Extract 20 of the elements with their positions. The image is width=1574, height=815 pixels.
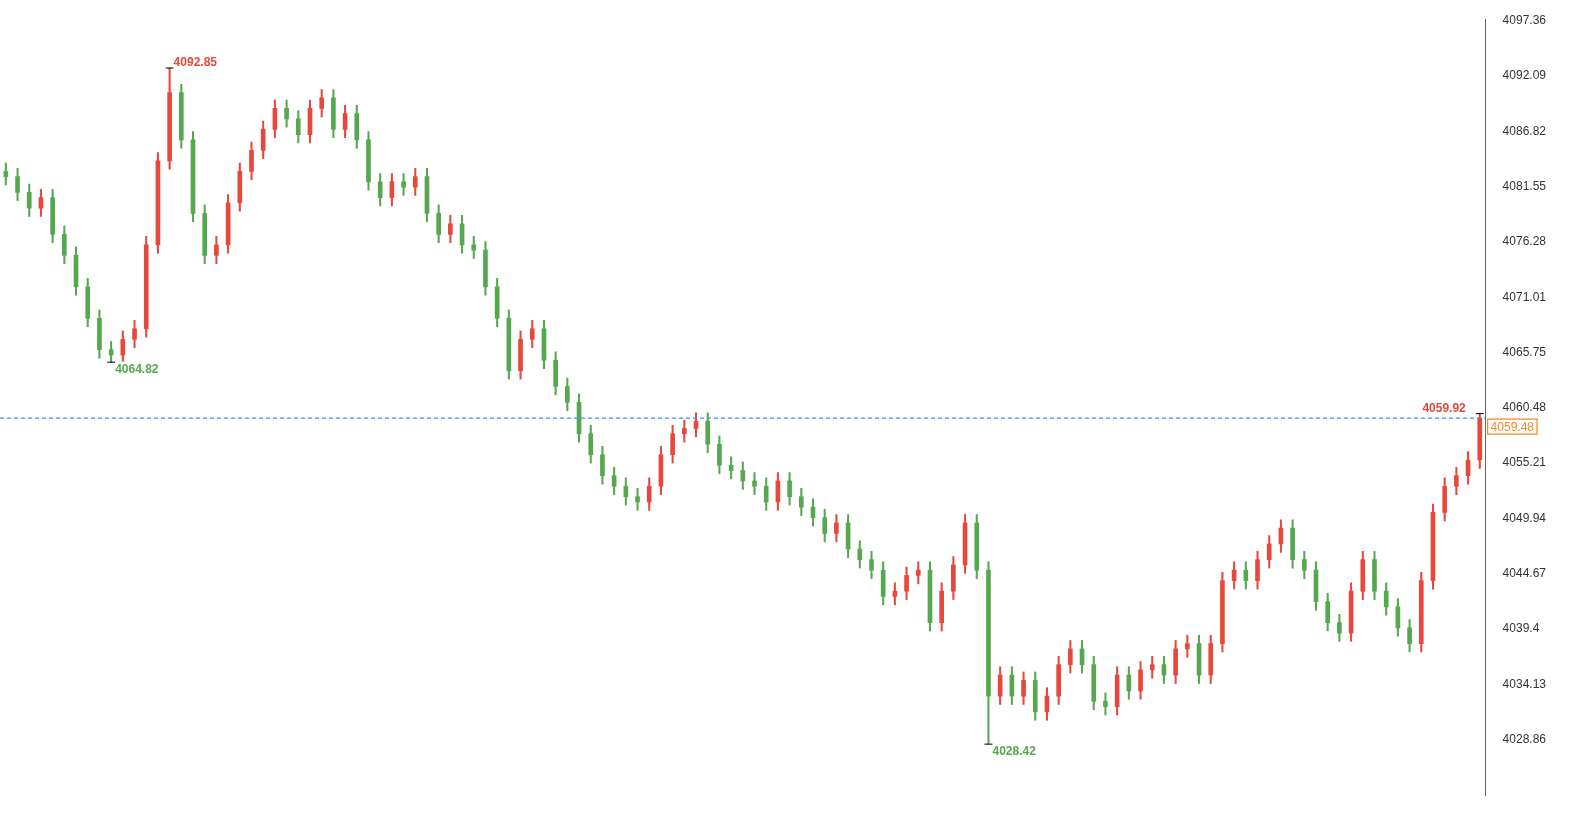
candlestick (752, 472, 757, 495)
y-tick-label: 4065.75 (1502, 344, 1547, 359)
y-tick-label: 4071.01 (1502, 289, 1547, 304)
y-tick-label: 4097.36 (1502, 12, 1547, 27)
ref-line-label: 4059.48 (1490, 419, 1535, 434)
y-tick-label: 4081.55 (1502, 178, 1547, 193)
y-tick-label: 4055.21 (1502, 455, 1547, 470)
y-tick-label: 4049.94 (1502, 510, 1547, 525)
y-tick-label: 4044.67 (1502, 565, 1547, 580)
annotation: 4064.82 (115, 362, 159, 377)
y-tick-label: 4028.86 (1502, 731, 1547, 746)
y-tick-label: 4060.48 (1502, 400, 1547, 415)
annotation: 4059.92 (1422, 400, 1467, 415)
y-tick-label: 4086.82 (1502, 123, 1547, 138)
annotation: 4028.42 (992, 744, 1037, 759)
y-tick-label: 4034.13 (1502, 676, 1547, 691)
y-tick-label: 4039.4 (1502, 621, 1540, 636)
y-tick-label: 4076.28 (1502, 234, 1547, 249)
y-tick-label: 4092.09 (1502, 68, 1547, 83)
annotation: 4092.85 (173, 55, 218, 70)
